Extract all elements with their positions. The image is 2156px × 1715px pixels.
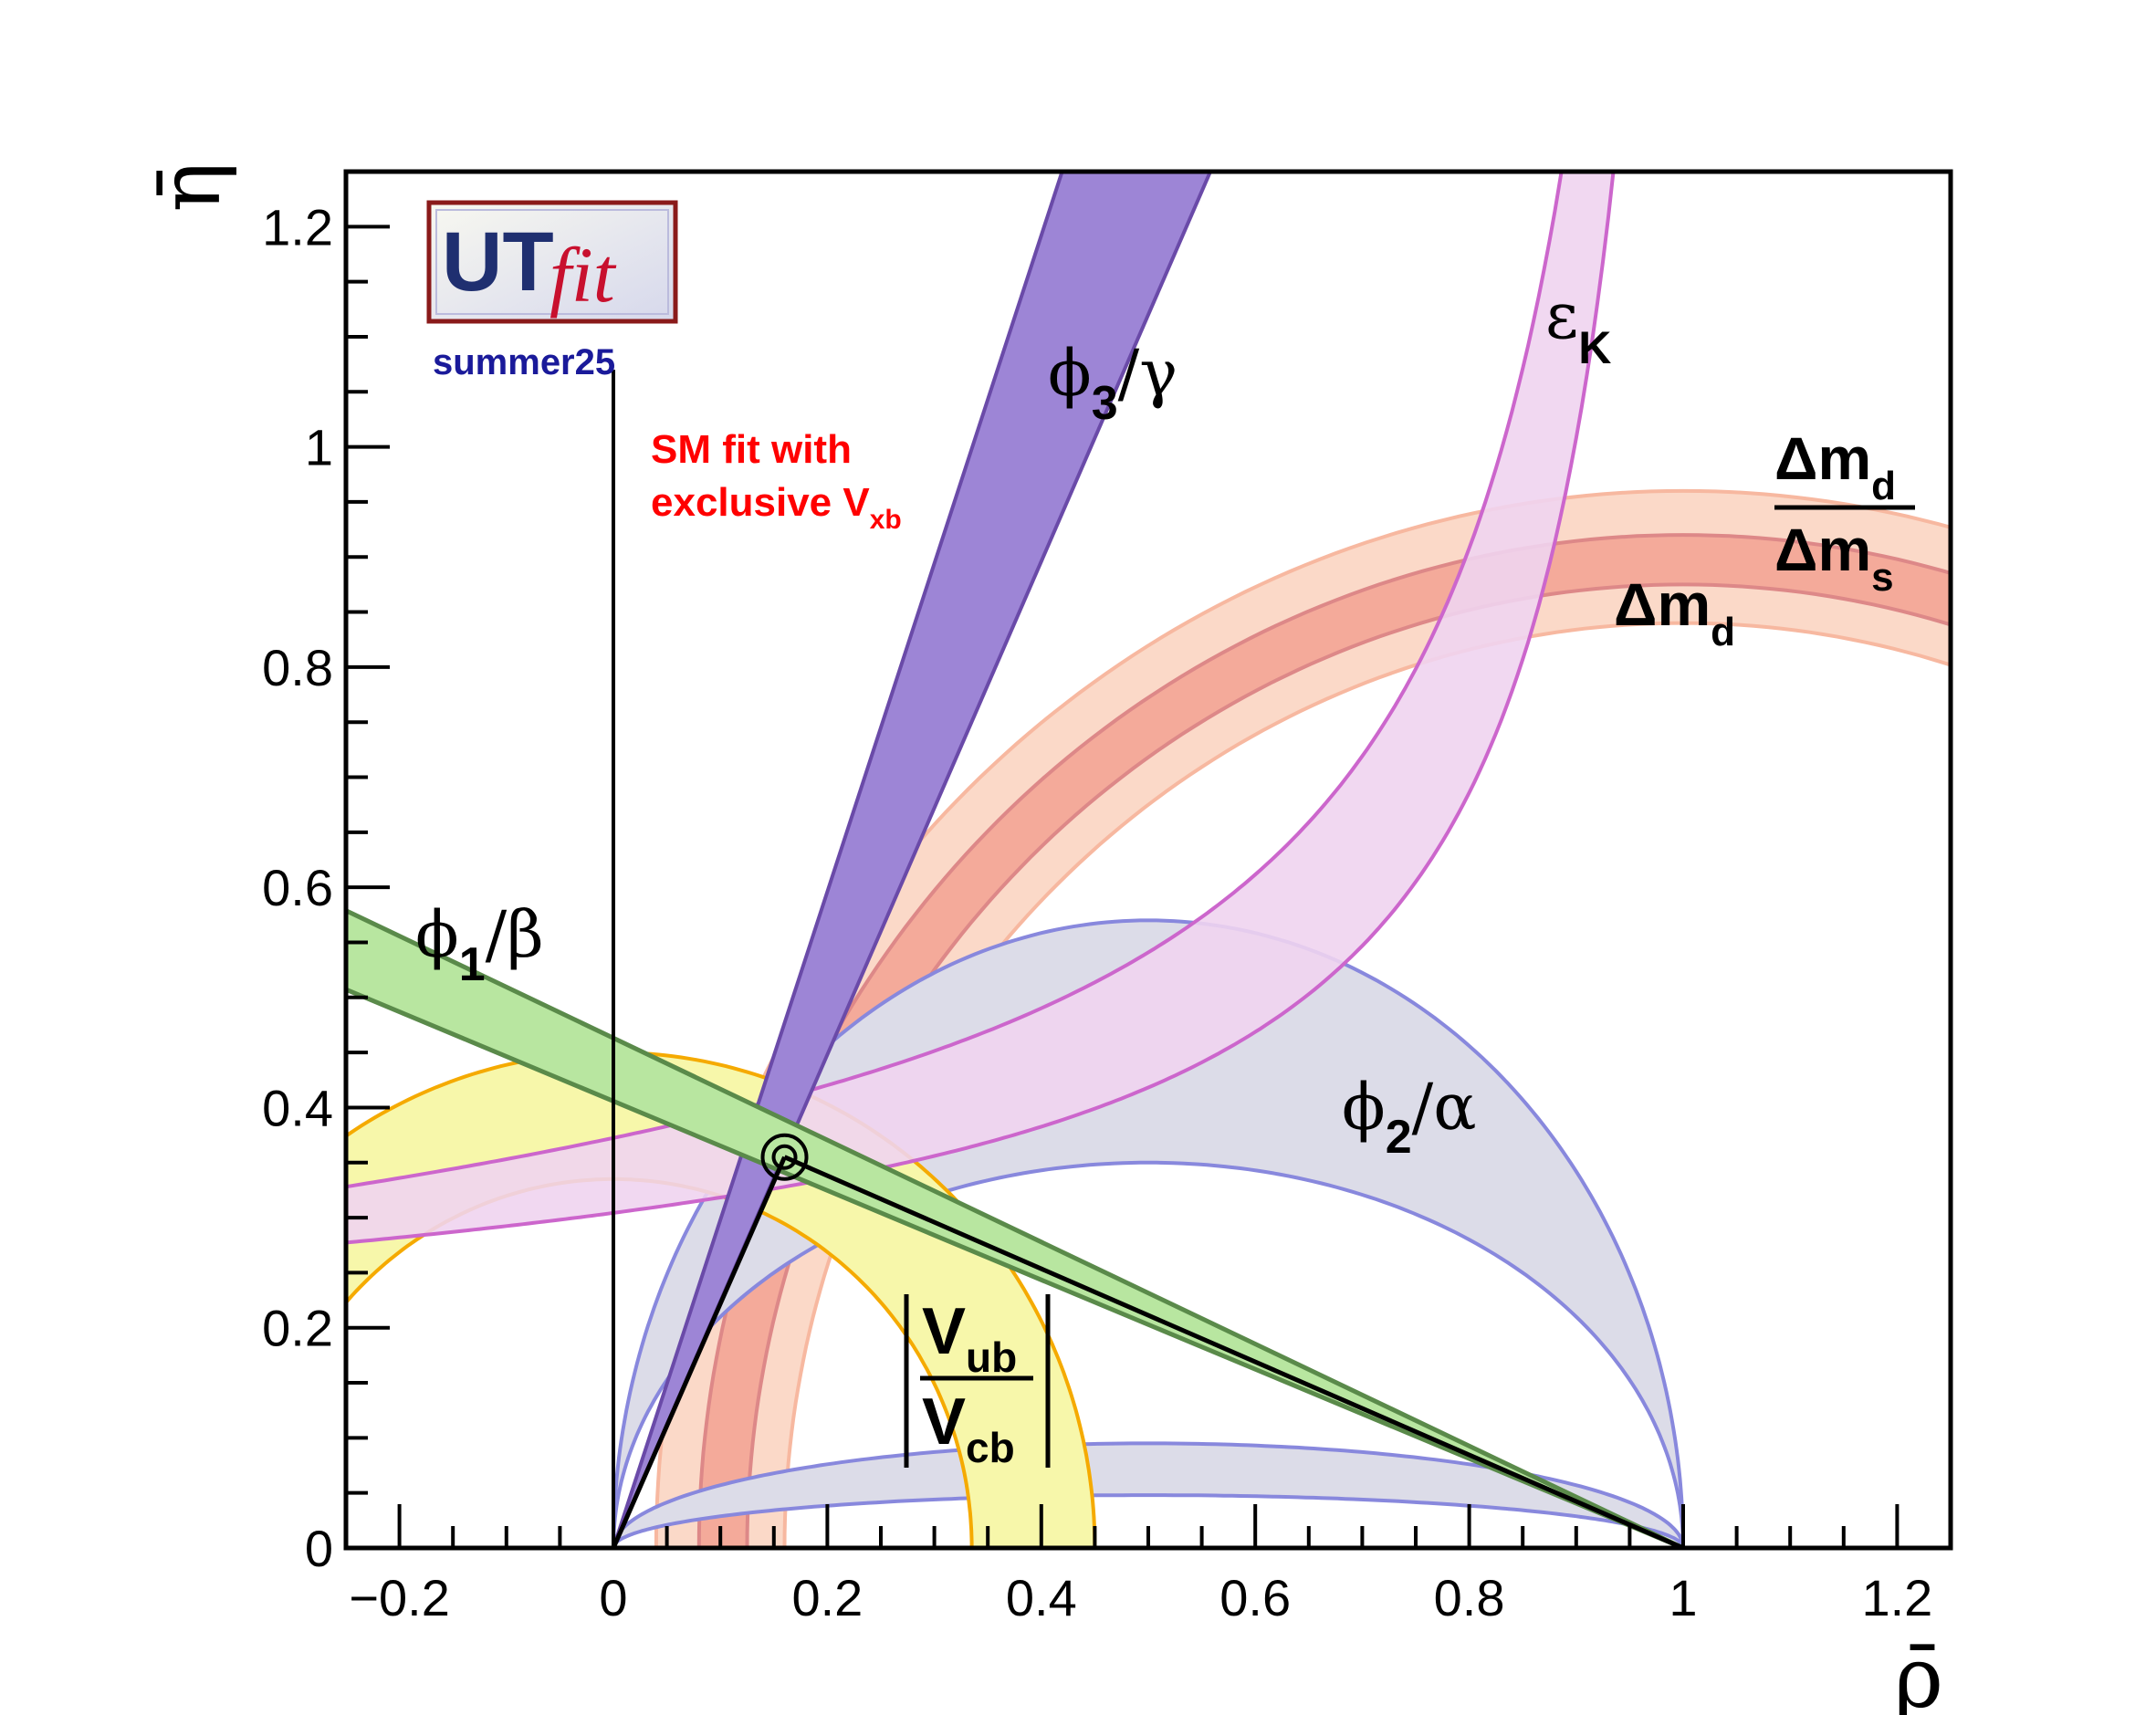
band-phi2-alpha-lower-edge-outer [612, 1441, 1685, 1548]
label-dmd: Δmd [1614, 570, 1735, 654]
x-axis-title: ρ̄ [1894, 1629, 1943, 1715]
svg-text:Vub: Vub [922, 1295, 1017, 1381]
y-tick-label: 1 [305, 419, 333, 476]
band-phi2-alpha-lower-fill [613, 1443, 1683, 1548]
svg-text:fit: fit [549, 231, 617, 319]
svg-text:Δms: Δms [1774, 516, 1894, 600]
x-tick-label: 0 [599, 1569, 627, 1626]
axis-tick-labels: −0.2 0 0.2 0.4 0.6 0.8 1 1.2 0 0.2 0.4 0.6 0.8 1 1.2 [262, 198, 1932, 1626]
label-dmd-over-dms: Δmd Δms [1774, 424, 1915, 600]
triangle-lines [611, 370, 1684, 1548]
x-tick-label: 0.6 [1219, 1569, 1291, 1626]
svg-text:εK: εK [1545, 278, 1611, 373]
band-eps-k-edge-lower [346, 172, 1616, 1245]
svg-text:UT: UT [442, 215, 554, 308]
triangle-side-left [611, 1156, 787, 1548]
utfit-logo: UT fit summer25 [426, 200, 678, 382]
band-eps-k-edge-upper [346, 172, 1564, 1189]
svg-text:ρ̄: ρ̄ [1894, 1629, 1943, 1715]
x-tick-label: 0.4 [1006, 1569, 1077, 1626]
svg-text:Δmd: Δmd [1774, 424, 1896, 508]
svg-text:summer25: summer25 [433, 342, 615, 382]
svg-text:η̄: η̄ [141, 162, 239, 212]
label-eps-k: εK [1545, 278, 1611, 373]
x-tick-label: 1.2 [1861, 1569, 1932, 1626]
triangle-side-right [783, 1155, 1684, 1548]
y-tick-label: 0.6 [262, 859, 333, 916]
svg-text:SM fit with: SM fit with [651, 427, 852, 472]
band-phi3-gamma-edge-left [612, 172, 1064, 1548]
band-phi1-beta-edge-lower [346, 987, 1684, 1548]
y-tick-label: 0.4 [262, 1079, 333, 1136]
svg-text:exclusive Vxb: exclusive Vxb [651, 480, 902, 535]
sm-fit-annotation: SM fit with exclusive Vxb [651, 427, 902, 535]
y-tick-label: 1.2 [262, 198, 333, 256]
x-tick-label: 1 [1669, 1569, 1697, 1626]
label-phi1-beta: ϕ1/β [415, 897, 544, 991]
band-phi2-alpha-upper-edge-outer [612, 918, 1685, 1548]
svg-text:Δmd: Δmd [1614, 570, 1735, 654]
y-tick-label: 0.8 [262, 639, 333, 696]
y-tick-label: 0.2 [262, 1300, 333, 1357]
svg-text:ϕ2/α: ϕ2/α [1342, 1070, 1477, 1164]
svg-text:Vcb: Vcb [922, 1386, 1015, 1471]
band-phi1-beta-edge-upper [346, 907, 1685, 1548]
x-tick-label: 0.8 [1434, 1569, 1505, 1626]
apex-contour-inner [771, 1144, 798, 1170]
y-axis-title: η̄ [141, 162, 239, 212]
constraint-bands [346, 172, 1951, 1548]
svg-text:ϕ1/β: ϕ1/β [415, 897, 544, 991]
band-phi2-alpha-lower-edge-inner [612, 1493, 1685, 1548]
apex-contour-outer [760, 1133, 809, 1181]
y-tick-label: 0 [305, 1520, 333, 1577]
x-tick-label: 0.2 [791, 1569, 863, 1626]
label-phi3-gamma: ϕ3/γ [1048, 336, 1177, 430]
svg-text:ϕ3/γ: ϕ3/γ [1048, 336, 1177, 430]
x-tick-label: −0.2 [349, 1569, 450, 1626]
axis-ticks [344, 170, 1952, 1550]
band-eps-k-fill [346, 172, 1614, 1243]
label-vub-over-vcb: Vub Vcb [904, 1294, 1051, 1471]
label-phi2-alpha: ϕ2/α [1342, 1070, 1477, 1164]
